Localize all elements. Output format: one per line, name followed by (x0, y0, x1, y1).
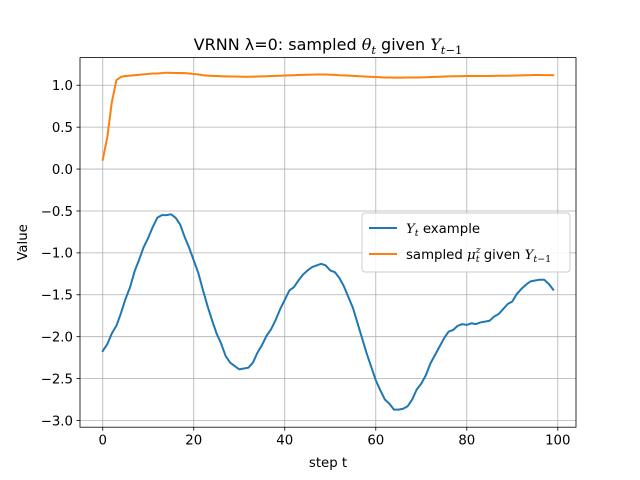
y-tick-label: 0.0 (52, 163, 73, 178)
chart-title: VRNN λ=0: sampled θt given Yt−1 (194, 35, 463, 57)
series-line-mu (101, 71, 555, 162)
ticks: 0 20 40 60 80 100 −3.0 −2.5 −2.0 −1.5 −1.0 −0.5 0.0 0… (41, 79, 571, 449)
y-tick-label: −2.0 (41, 330, 73, 345)
y-tick-label: −1.5 (41, 289, 73, 304)
x-tick-label: 80 (458, 434, 475, 449)
legend-box (361, 212, 571, 273)
x-axis-label: step t (309, 456, 347, 471)
y-tick-label: −0.5 (41, 205, 73, 220)
y-tick-label: 0.5 (52, 121, 73, 136)
series-line-yt (101, 213, 555, 411)
legend: Yt example sampled μz t given Yt−1 (361, 212, 571, 273)
plot-frame (79, 57, 577, 428)
y-axis-label: Value (16, 224, 31, 261)
series-layer (101, 71, 555, 411)
y-tick-label: 1.0 (52, 79, 73, 94)
x-tick-label: 40 (276, 434, 293, 449)
legend-label-yt: Yt example (406, 222, 480, 239)
x-tick-label: 0 (99, 434, 107, 449)
x-tick-label: 60 (367, 434, 384, 449)
y-tick-label: −2.5 (41, 372, 73, 387)
x-tick-label: 20 (185, 434, 202, 449)
x-tick-label: 100 (545, 434, 570, 449)
legend-label-mu: sampled μz t given Yt−1 (406, 245, 551, 265)
y-tick-label: −3.0 (41, 414, 73, 429)
y-tick-label: −1.0 (41, 247, 73, 262)
